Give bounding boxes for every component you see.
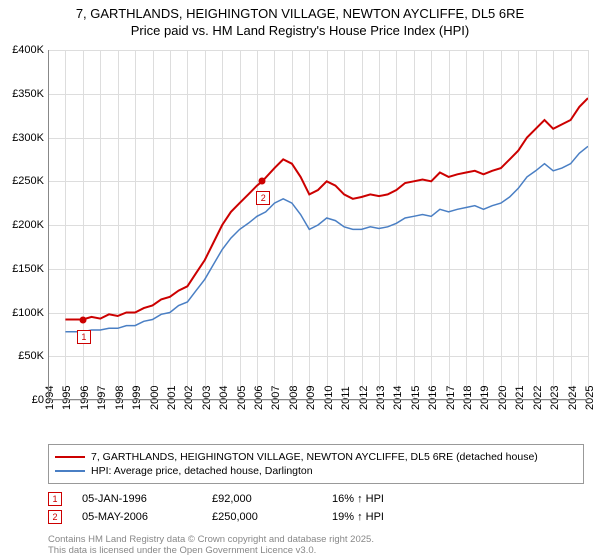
x-tick-label: 2003 xyxy=(201,386,213,410)
x-tick-label: 2013 xyxy=(375,386,387,410)
sales-table: 1 05-JAN-1996 £92,000 16% ↑ HPI 2 05-MAY… xyxy=(48,488,452,528)
sale-row: 2 05-MAY-2006 £250,000 19% ↑ HPI xyxy=(48,510,452,524)
x-tick-label: 2000 xyxy=(149,386,161,410)
attribution-footer: Contains HM Land Registry data © Crown c… xyxy=(48,534,374,557)
x-tick-label: 2012 xyxy=(358,386,370,410)
y-tick-label: £350K xyxy=(0,88,44,100)
footer-line-2: This data is licensed under the Open Gov… xyxy=(48,545,316,556)
x-tick-label: 2021 xyxy=(514,386,526,410)
x-tick-label: 2017 xyxy=(445,386,457,410)
x-tick-label: 2019 xyxy=(479,386,491,410)
legend: 7, GARTHLANDS, HEIGHINGTON VILLAGE, NEWT… xyxy=(48,444,584,484)
y-tick-label: £200K xyxy=(0,219,44,231)
legend-item: 7, GARTHLANDS, HEIGHINGTON VILLAGE, NEWT… xyxy=(55,451,577,463)
y-tick-label: £400K xyxy=(0,44,44,56)
legend-label: 7, GARTHLANDS, HEIGHINGTON VILLAGE, NEWT… xyxy=(91,451,538,463)
sale-date: 05-JAN-1996 xyxy=(82,493,212,505)
y-axis xyxy=(48,50,49,400)
x-tick-label: 2015 xyxy=(410,386,422,410)
x-tick-label: 2008 xyxy=(288,386,300,410)
chart-title: 7, GARTHLANDS, HEIGHINGTON VILLAGE, NEWT… xyxy=(0,0,600,40)
chart-container: 7, GARTHLANDS, HEIGHINGTON VILLAGE, NEWT… xyxy=(0,0,600,560)
x-tick-label: 1997 xyxy=(96,386,108,410)
x-axis xyxy=(48,399,588,400)
x-tick-label: 2006 xyxy=(253,386,265,410)
sale-price: £250,000 xyxy=(212,511,332,523)
series-hpi xyxy=(65,146,588,331)
x-tick-label: 2025 xyxy=(584,386,596,410)
sale-row-marker: 2 xyxy=(48,510,62,524)
y-tick-label: £300K xyxy=(0,132,44,144)
x-tick-label: 2023 xyxy=(549,386,561,410)
sale-row-marker: 1 xyxy=(48,492,62,506)
x-tick-label: 2007 xyxy=(270,386,282,410)
x-tick-label: 2018 xyxy=(462,386,474,410)
sale-pct: 19% ↑ HPI xyxy=(332,511,452,523)
y-tick-label: £150K xyxy=(0,263,44,275)
sale-point-marker: 1 xyxy=(77,330,91,344)
sale-date: 05-MAY-2006 xyxy=(82,511,212,523)
x-tick-label: 2022 xyxy=(532,386,544,410)
sale-point-dot xyxy=(259,178,266,185)
y-tick-label: £0 xyxy=(0,394,44,406)
title-line-1: 7, GARTHLANDS, HEIGHINGTON VILLAGE, NEWT… xyxy=(76,6,524,21)
gridline-v xyxy=(588,50,589,400)
x-tick-label: 2001 xyxy=(166,386,178,410)
footer-line-1: Contains HM Land Registry data © Crown c… xyxy=(48,534,374,545)
x-tick-label: 2014 xyxy=(392,386,404,410)
x-tick-label: 1994 xyxy=(44,386,56,410)
y-tick-label: £250K xyxy=(0,175,44,187)
sale-row: 1 05-JAN-1996 £92,000 16% ↑ HPI xyxy=(48,492,452,506)
sale-point-marker: 2 xyxy=(256,191,270,205)
legend-swatch xyxy=(55,456,85,458)
x-tick-label: 2004 xyxy=(218,386,230,410)
x-tick-label: 2009 xyxy=(305,386,317,410)
legend-label: HPI: Average price, detached house, Darl… xyxy=(91,465,313,477)
x-tick-label: 2010 xyxy=(323,386,335,410)
x-tick-label: 1999 xyxy=(131,386,143,410)
sale-pct: 16% ↑ HPI xyxy=(332,493,452,505)
x-tick-label: 2005 xyxy=(236,386,248,410)
x-tick-label: 2020 xyxy=(497,386,509,410)
sale-point-dot xyxy=(79,316,86,323)
title-line-2: Price paid vs. HM Land Registry's House … xyxy=(131,23,469,38)
y-tick-label: £50K xyxy=(0,350,44,362)
legend-swatch xyxy=(55,470,85,472)
x-tick-label: 1998 xyxy=(114,386,126,410)
x-tick-label: 2024 xyxy=(567,386,579,410)
y-tick-label: £100K xyxy=(0,307,44,319)
x-tick-label: 1995 xyxy=(61,386,73,410)
sale-price: £92,000 xyxy=(212,493,332,505)
x-tick-label: 2016 xyxy=(427,386,439,410)
line-series-svg xyxy=(48,50,588,400)
x-tick-label: 2002 xyxy=(183,386,195,410)
legend-item: HPI: Average price, detached house, Darl… xyxy=(55,465,577,477)
series-property xyxy=(65,98,588,319)
plot-area: 12 £0£50K£100K£150K£200K£250K£300K£350K£… xyxy=(48,50,588,400)
x-tick-label: 1996 xyxy=(79,386,91,410)
